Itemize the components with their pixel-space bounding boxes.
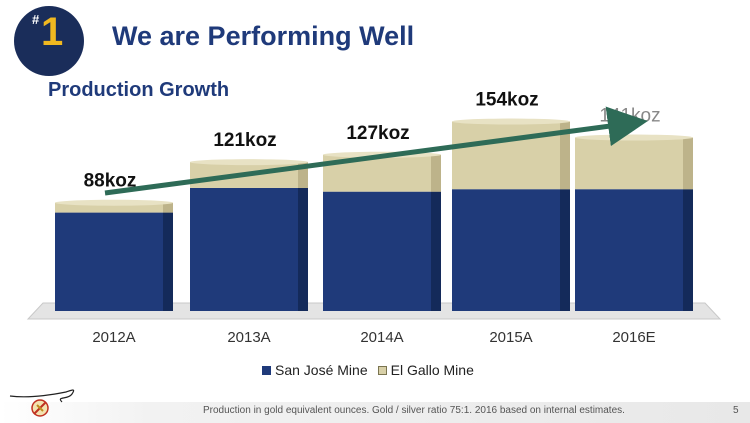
production-chart: 2012A 2013A 2014A 2015A 2016E 88koz 121koz 127… [26,90,722,346]
badge-hash: # [32,12,40,27]
legend-swatch-el-gallo [377,365,387,375]
bar-el-gallo-side-2013A [298,162,308,188]
bar-san-jose-side-2012A [163,212,173,311]
bar-top-2015A [452,118,570,125]
bar-top-2016E [575,134,693,141]
bar-san-jose-2016E [575,189,693,311]
bar-san-jose-2015A [452,189,570,311]
bar-el-gallo-side-2016E [683,137,693,190]
page-number: 5 [733,405,739,416]
bar-top-2012A [55,199,173,206]
data-label-2014A: 127koz [346,123,409,144]
page-title: We are Performing Well [112,21,415,51]
legend-label-el-gallo: El Gallo Mine [390,362,474,378]
legend-item-san-jose: San José Mine [262,362,368,378]
bar-san-jose-2013A [190,187,308,311]
data-label-2015A: 154koz [475,90,538,111]
chart-legend: San José Mine El Gallo Mine [262,362,484,378]
x-tick-label-2016E: 2016E [612,329,655,346]
legend-label-san-jose: San José Mine [275,362,368,378]
bar-san-jose-side-2016E [683,189,693,311]
legend-item-el-gallo: El Gallo Mine [377,362,474,378]
bar-san-jose-2014A [323,191,441,311]
x-tick-label-2015A: 2015A [489,329,532,346]
bar-el-gallo-2016E [575,137,693,190]
bar-el-gallo-2012A [55,202,173,213]
company-logo [9,389,75,417]
x-tick-label-2012A: 2012A [92,329,135,346]
x-tick-label-2014A: 2014A [360,329,403,346]
number-one-badge: # 1 [14,6,84,76]
data-label-2012A: 88koz [84,171,137,192]
bar-el-gallo-side-2012A [163,202,173,213]
badge-number: 1 [41,10,64,54]
bar-el-gallo-side-2014A [431,154,441,192]
data-label-2013A: 121koz [213,130,276,151]
bar-san-jose-side-2013A [298,187,308,311]
legend-swatch-san-jose [262,365,271,375]
trend-arrow [104,106,648,196]
chart-subtitle: Production Growth [48,79,230,101]
bar-top-2013A [190,159,308,166]
footer-bar [0,402,750,423]
bar-san-jose-side-2015A [560,189,570,311]
bar-san-jose-2012A [55,212,173,311]
footnote: Production in gold equivalent ounces. Go… [203,405,625,416]
bar-el-gallo-side-2015A [560,121,570,190]
x-tick-label-2013A: 2013A [227,329,270,346]
bar-san-jose-side-2014A [431,191,441,311]
